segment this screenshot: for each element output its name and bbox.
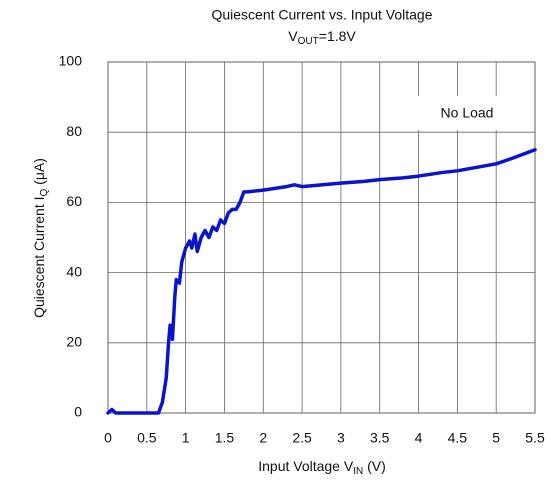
- x-tick-label: 4: [415, 430, 423, 446]
- subtitle-subscript: OUT: [298, 36, 319, 47]
- chart-title: Quiescent Current vs. Input Voltage: [211, 7, 432, 23]
- x-label-subscript: IN: [353, 466, 363, 477]
- x-tick-label: 0: [104, 430, 112, 446]
- y-tick-label: 100: [59, 53, 83, 69]
- y-tick-label: 60: [66, 193, 82, 209]
- x-tick-label: 1: [182, 430, 190, 446]
- y-label-part: Quiescent Current I: [31, 197, 47, 318]
- x-tick-label: 3.5: [370, 430, 390, 446]
- x-tick-label: 5.5: [525, 430, 545, 446]
- annotation-box: [415, 96, 519, 130]
- x-label-part: (V): [363, 458, 386, 474]
- chart-subtitle: VOUT=1.8V: [288, 28, 356, 47]
- y-axis-label: Quiescent Current IQ (μA): [31, 158, 50, 318]
- x-tick-label: 5: [492, 430, 500, 446]
- x-tick-label: 0.5: [137, 430, 157, 446]
- annotation: No Load: [441, 105, 494, 121]
- y-label-part: (μA): [31, 158, 47, 189]
- x-label-part: Input Voltage V: [258, 458, 354, 474]
- x-tick-label: 1.5: [215, 430, 235, 446]
- y-tick-label: 0: [74, 404, 82, 420]
- x-tick-label: 2: [259, 430, 267, 446]
- y-tick-label: 20: [66, 334, 82, 350]
- x-tick-label: 3: [337, 430, 345, 446]
- data-line: [106, 148, 537, 415]
- subtitle-part: =1.8V: [319, 28, 357, 44]
- y-label-subscript: Q: [39, 189, 50, 197]
- x-axis-label: Input Voltage VIN (V): [258, 458, 386, 477]
- y-tick-label: 80: [66, 123, 82, 139]
- subtitle-part: V: [288, 28, 298, 44]
- x-tick-label: 2.5: [292, 430, 312, 446]
- y-tick-label: 40: [66, 263, 82, 279]
- x-tick-label: 4.5: [448, 430, 468, 446]
